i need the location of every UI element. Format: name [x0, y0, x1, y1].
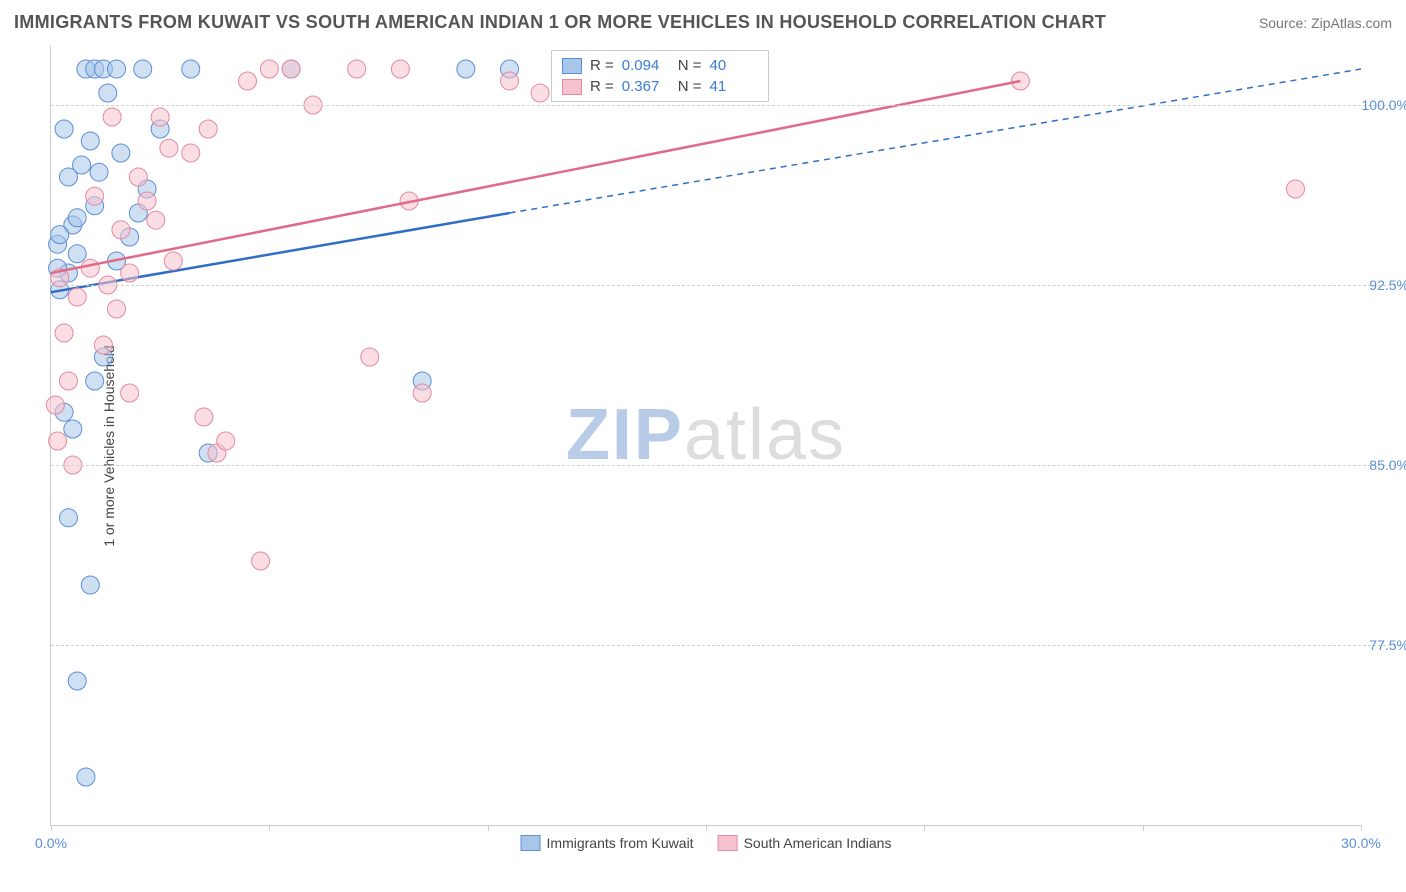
scatter-point: [501, 72, 519, 90]
scatter-point: [134, 60, 152, 78]
n-label: N =: [678, 78, 702, 95]
title-bar: IMMIGRANTS FROM KUWAIT VS SOUTH AMERICAN…: [14, 12, 1392, 33]
scatter-point: [121, 384, 139, 402]
scatter-point: [121, 264, 139, 282]
x-tick: [924, 825, 925, 831]
n-label: N =: [678, 57, 702, 74]
scatter-point: [55, 120, 73, 138]
scatter-point: [160, 139, 178, 157]
scatter-point: [86, 187, 104, 205]
x-tick: [1361, 825, 1362, 831]
n-value: 40: [710, 57, 758, 74]
source-attribution: Source: ZipAtlas.com: [1259, 15, 1392, 31]
n-value: 41: [710, 78, 758, 95]
scatter-point: [64, 420, 82, 438]
legend-item-0: Immigrants from Kuwait: [521, 835, 694, 851]
y-tick-label: 85.0%: [1357, 457, 1406, 473]
legend-swatch-blue: [521, 835, 541, 851]
x-tick-label: 30.0%: [1341, 835, 1381, 851]
scatter-plot-svg: [51, 45, 1361, 825]
scatter-point: [68, 245, 86, 263]
legend-series: Immigrants from Kuwait South American In…: [521, 835, 892, 851]
scatter-point: [282, 60, 300, 78]
legend-item-1: South American Indians: [718, 835, 892, 851]
r-value: 0.094: [622, 57, 670, 74]
gridline-h: [51, 285, 1401, 286]
scatter-point: [86, 372, 104, 390]
x-tick: [269, 825, 270, 831]
chart-title: IMMIGRANTS FROM KUWAIT VS SOUTH AMERICAN…: [14, 12, 1106, 33]
scatter-point: [195, 408, 213, 426]
r-label: R =: [590, 78, 614, 95]
scatter-point: [51, 226, 69, 244]
scatter-point: [182, 144, 200, 162]
y-tick-label: 100.0%: [1357, 97, 1406, 113]
scatter-point: [68, 288, 86, 306]
scatter-point: [90, 163, 108, 181]
y-tick-label: 77.5%: [1357, 637, 1406, 653]
x-tick: [488, 825, 489, 831]
scatter-point: [457, 60, 475, 78]
scatter-point: [164, 252, 182, 270]
scatter-point: [348, 60, 366, 78]
legend-stats-row-0: R = 0.094 N = 40: [562, 55, 758, 76]
scatter-point: [103, 108, 121, 126]
gridline-h: [51, 465, 1401, 466]
legend-swatch-blue: [562, 58, 582, 74]
legend-swatch-pink: [718, 835, 738, 851]
scatter-point: [138, 192, 156, 210]
scatter-point: [112, 144, 130, 162]
x-tick-label: 0.0%: [35, 835, 67, 851]
scatter-point: [99, 84, 117, 102]
source-label: Source:: [1259, 15, 1307, 31]
scatter-point: [199, 120, 217, 138]
scatter-point: [252, 552, 270, 570]
scatter-point: [77, 768, 95, 786]
scatter-point: [391, 60, 409, 78]
scatter-point: [108, 300, 126, 318]
scatter-point: [55, 324, 73, 342]
scatter-point: [68, 209, 86, 227]
scatter-point: [1287, 180, 1305, 198]
legend-stats: R = 0.094 N = 40 R = 0.367 N = 41: [551, 50, 769, 102]
scatter-point: [94, 336, 112, 354]
scatter-point: [49, 432, 67, 450]
scatter-point: [217, 432, 235, 450]
x-tick: [706, 825, 707, 831]
r-value: 0.367: [622, 78, 670, 95]
scatter-point: [531, 84, 549, 102]
scatter-point: [81, 576, 99, 594]
source-name: ZipAtlas.com: [1311, 15, 1392, 31]
scatter-point: [361, 348, 379, 366]
y-tick-label: 92.5%: [1357, 277, 1406, 293]
scatter-point: [147, 211, 165, 229]
scatter-point: [81, 259, 99, 277]
scatter-point: [112, 221, 130, 239]
legend-label: South American Indians: [744, 835, 892, 851]
gridline-h: [51, 105, 1401, 106]
gridline-h: [51, 645, 1401, 646]
scatter-point: [182, 60, 200, 78]
scatter-point: [81, 132, 99, 150]
scatter-point: [108, 60, 126, 78]
scatter-point: [260, 60, 278, 78]
legend-stats-row-1: R = 0.367 N = 41: [562, 76, 758, 97]
scatter-point: [59, 372, 77, 390]
trend-line-solid: [51, 81, 1020, 273]
scatter-point: [59, 509, 77, 527]
scatter-point: [239, 72, 257, 90]
scatter-point: [68, 672, 86, 690]
scatter-point: [46, 396, 64, 414]
scatter-point: [129, 168, 147, 186]
x-tick: [51, 825, 52, 831]
legend-swatch-pink: [562, 79, 582, 95]
scatter-point: [59, 168, 77, 186]
scatter-point: [151, 108, 169, 126]
x-tick: [1143, 825, 1144, 831]
r-label: R =: [590, 57, 614, 74]
plot-area: ZIPatlas R = 0.094 N = 40 R = 0.367 N = …: [50, 45, 1361, 826]
legend-label: Immigrants from Kuwait: [547, 835, 694, 851]
scatter-point: [413, 384, 431, 402]
